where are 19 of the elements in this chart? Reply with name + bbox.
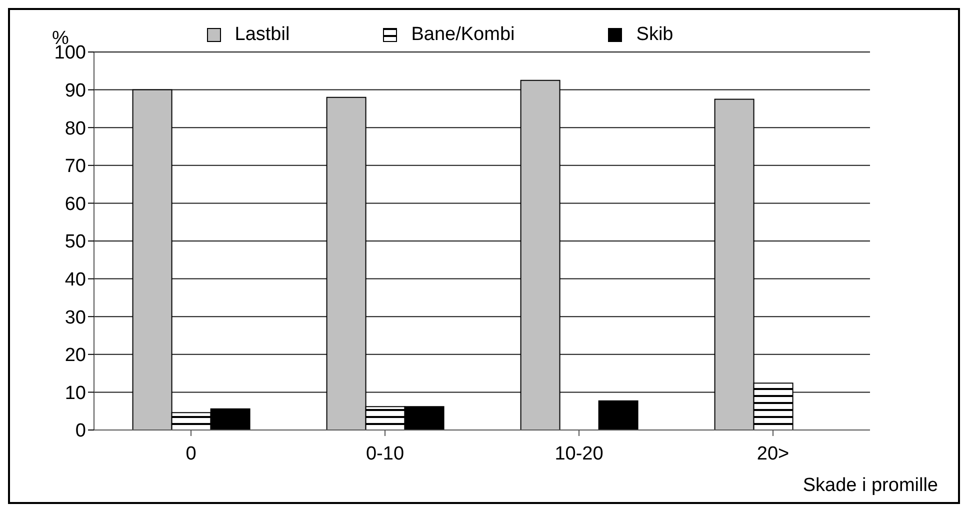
y-tick-label: 70 [64, 156, 86, 178]
x-tick-label: 0 [186, 443, 196, 464]
y-tick-label: 40 [64, 270, 86, 291]
legend-label: Skib [636, 24, 674, 46]
legend-label: Lastbil [234, 24, 290, 46]
x-tick-label: 20> [756, 443, 790, 464]
x-axis-title: Skade i promille [802, 475, 938, 497]
y-tick-label: 20 [64, 345, 86, 366]
y-tick-label: 80 [64, 118, 86, 140]
x-tick-label: 0-10 [366, 443, 404, 464]
y-tick-label: 60 [64, 194, 86, 215]
x-tick-label: 10-20 [554, 443, 604, 464]
y-tick-label: 0 [75, 420, 86, 442]
bar [598, 400, 638, 430]
y-tick-label: 50 [64, 232, 86, 253]
legend-label: Bane/Kombi [411, 24, 515, 46]
y-tick-label: 90 [64, 80, 86, 102]
y-tick-label: 10 [64, 382, 86, 404]
y-tick-label: 30 [64, 307, 86, 328]
